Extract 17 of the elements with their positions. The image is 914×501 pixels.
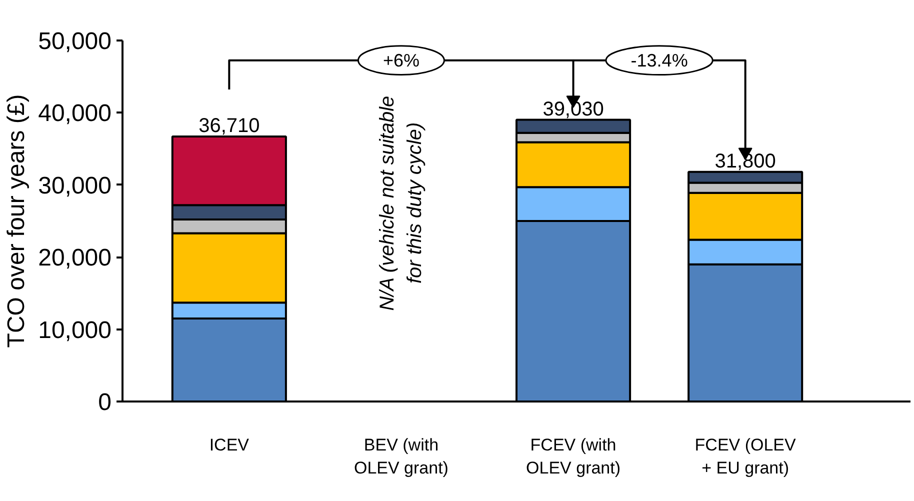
- total-label: 39,030: [542, 98, 604, 120]
- annotation: -13.4%: [630, 50, 688, 70]
- annotation: N/A (vehicle not suitable for this duty cycle): [376, 96, 426, 311]
- y-tick-label: 30,000: [38, 172, 112, 200]
- y-tick-label: 10,000: [38, 316, 112, 344]
- total-label: 36,710: [198, 115, 260, 138]
- x-tick-label: FCEV (OLEV + EU grant): [694, 436, 797, 478]
- y-tick-label: 20,000: [38, 244, 112, 272]
- y-axis-title: TCO over four years (£): [3, 94, 30, 348]
- y-tick-label: 0: [98, 389, 112, 416]
- total-label: 31,800: [714, 150, 776, 173]
- x-tick-label: FCEV (with OLEV grant): [526, 436, 621, 478]
- x-tick-label: ICEV: [209, 436, 250, 454]
- y-tick-label: 50,000: [38, 28, 112, 55]
- x-tick-label: BEV (with OLEV grant): [354, 436, 448, 478]
- y-tick-label: 40,000: [38, 100, 112, 128]
- annotation: +6%: [382, 50, 420, 70]
